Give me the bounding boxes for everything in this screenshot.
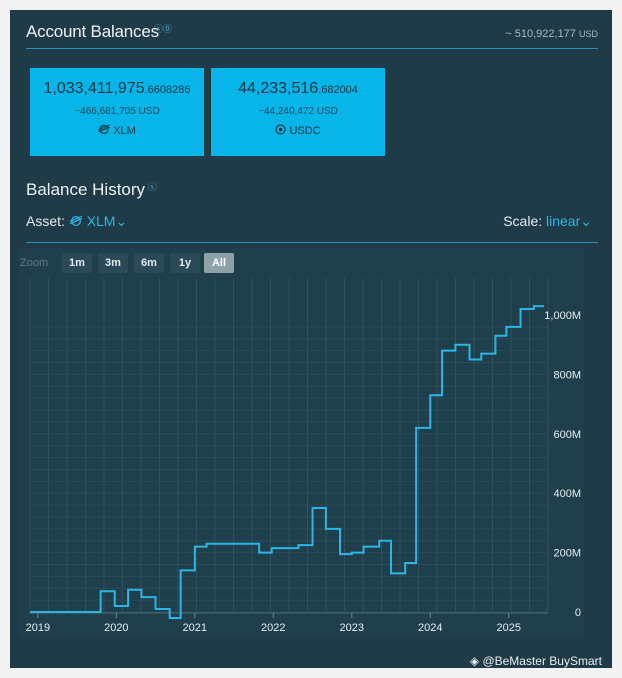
card-asset-code: XLM [113,125,136,137]
y-tick-label: 1,000M [544,310,581,322]
card-usd-value: ~466,681,705 USD [74,106,160,117]
scale-selector[interactable]: Scale: linear⌄ [503,213,592,230]
account-header: Account Balances ⓢ⓪ ~ 510,922,177 USD [26,22,598,46]
total-value: 510,922,177 [514,28,576,40]
usdc-icon [275,124,289,137]
balance-card-xlm[interactable]: 1,033,411,975.6608286 ~466,681,705 USD X… [30,68,204,156]
chevron-down-icon: ⌄ [580,213,592,229]
chart-area: 0200M400M600M800M1,000MBalance2019202020… [18,248,601,638]
binance-icon: ◈ [469,654,480,668]
balance-history-chart[interactable]: 0200M400M600M800M1,000MBalance2019202020… [18,248,601,638]
card-asset: XLM [30,124,204,137]
y-tick-label: 400M [553,488,581,500]
card-usd-value: ~44,240,472 USD [258,106,338,117]
card-amount-fraction: .682004 [318,84,358,96]
section-title: Balance History ⓢ [26,180,157,200]
y-tick-label: 200M [553,548,581,560]
card-amount: 44,233,516.682004 [211,80,385,98]
x-tick-label: 2025 [497,622,521,634]
header-divider [26,48,598,49]
asset-value: XLM [86,213,116,229]
stellar-icon [98,124,113,137]
card-amount-main: 1,033,411,975 [43,80,145,97]
asset-selector[interactable]: Asset: XLM⌄ [26,213,127,230]
x-tick-label: 2021 [183,622,207,634]
zoom-button-3m[interactable]: 3m [98,253,128,273]
card-amount: 1,033,411,975.6608286 [30,80,204,98]
zoom-label: Zoom [20,257,49,269]
history-title: Balance History [26,180,146,199]
chevron-down-icon: ⌄ [115,213,128,229]
info-icon[interactable]: ⓢ [145,182,157,192]
y-tick-label: 0 [575,607,581,619]
x-tick-label: 2020 [104,622,128,634]
stellar-icon [69,213,87,229]
y-tick-label: 800M [553,369,581,381]
asset-label: Asset: [26,213,65,229]
info-icon[interactable]: ⓢ⓪ [154,24,173,34]
x-tick-label: 2024 [418,622,442,634]
history-divider [26,242,598,243]
balance-card-usdc[interactable]: 44,233,516.682004 ~44,240,472 USD USDC [211,68,385,156]
total-balance: ~ 510,922,177 USD [505,28,598,40]
series-line [30,305,545,619]
card-asset: USDC [211,124,385,137]
zoom-button-6m[interactable]: 6m [134,253,164,273]
zoom-button-1m[interactable]: 1m [62,253,92,273]
scale-label: Scale: [503,213,543,229]
total-unit: USD [578,29,598,39]
card-amount-fraction: .6608286 [144,84,191,96]
zoom-button-1y[interactable]: 1y [170,253,200,273]
watermark: ◈ @BeMaster BuySmart [470,654,602,668]
y-tick-label: 600M [553,429,581,441]
x-tick-label: 2019 [26,622,50,634]
page-title: Account Balances [26,22,159,41]
total-prefix: ~ [505,28,515,40]
card-amount-main: 44,233,516 [238,80,319,97]
watermark-text: @BeMaster BuySmart [482,654,602,668]
card-asset-code: USDC [289,125,321,137]
x-tick-label: 2022 [261,622,285,634]
scale-value: linear [546,213,581,229]
x-tick-label: 2023 [340,622,364,634]
zoom-button-all[interactable]: All [204,253,234,273]
